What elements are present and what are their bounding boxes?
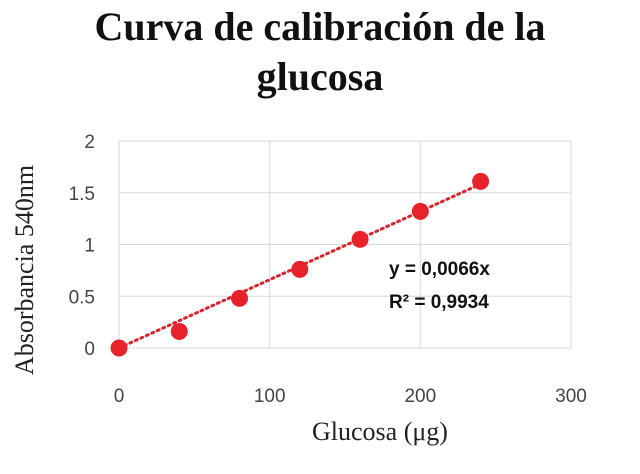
chart-title-line2: glucosa [256, 54, 384, 99]
y-tick-label: 0.5 [69, 287, 95, 308]
trendline-r-squared: R² = 0,9934 [389, 292, 489, 313]
data-point [351, 230, 369, 248]
x-tick-label: 0 [114, 386, 125, 407]
x-tick-labels: 0 100 200 300 [114, 386, 587, 407]
y-axis-label: Absorbancia 540nm [10, 165, 39, 375]
y-tick-label: 0 [84, 339, 95, 360]
data-point [231, 289, 249, 307]
y-tick-label: 1 [84, 236, 95, 257]
trendline-equation: y = 0,0066x [389, 259, 490, 280]
x-axis-label: Glucosa (μg) [312, 417, 448, 446]
y-tick-label: 1.5 [69, 184, 95, 205]
data-point [411, 202, 429, 220]
y-tick-labels: 0 0.5 1 1.5 2 [69, 132, 95, 360]
chart-title: Curva de calibración de la glucosa [0, 2, 640, 102]
chart-title-line1: Curva de calibración de la [94, 4, 546, 49]
data-points [110, 172, 490, 357]
data-point [291, 260, 309, 278]
data-point [472, 172, 490, 190]
data-point [170, 322, 188, 340]
x-tick-label: 100 [254, 386, 286, 407]
x-tick-label: 300 [555, 386, 587, 407]
y-tick-label: 2 [84, 132, 95, 153]
x-tick-label: 200 [404, 386, 436, 407]
data-point [110, 339, 128, 357]
